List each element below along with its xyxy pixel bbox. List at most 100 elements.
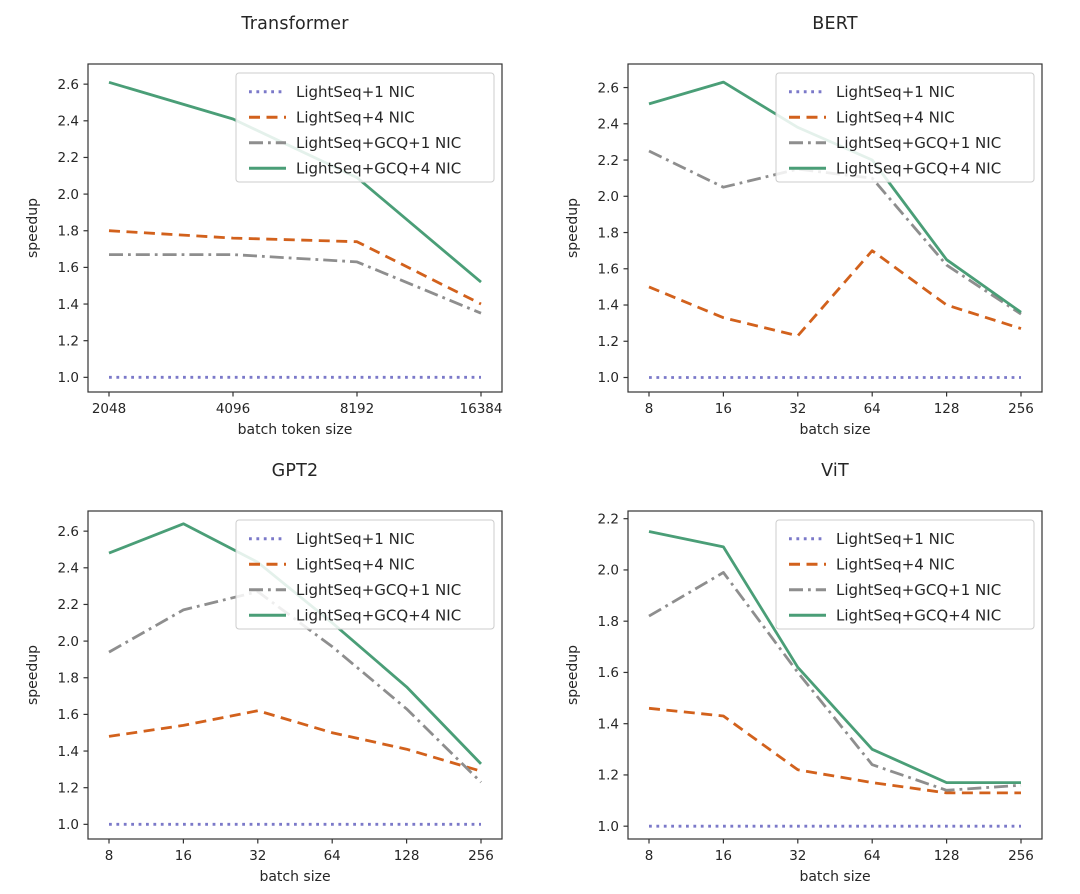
y-tick-label: 2.4	[58, 561, 79, 577]
legend-box	[775, 519, 1035, 630]
legend-label-3: LightSeq+GCQ+4 NIC	[296, 160, 461, 178]
x-axis-label: batch size	[799, 422, 870, 438]
y-axis-label: speedup	[25, 198, 41, 258]
legend-label-2: LightSeq+GCQ+1 NIC	[296, 134, 461, 152]
legend-label-0: LightSeq+1 NIC	[836, 530, 955, 548]
plot-area	[87, 510, 503, 840]
legend-label-3: LightSeq+GCQ+4 NIC	[836, 607, 1001, 625]
x-tick-label: 256	[1008, 848, 1034, 864]
legend-label-1: LightSeq+4 NIC	[836, 109, 955, 127]
y-tick-label: 1.4	[58, 297, 79, 313]
series-line-2	[109, 253, 482, 315]
y-axis-label: speedup	[25, 645, 41, 705]
x-tick-label: 8	[105, 848, 114, 864]
y-tick-label: 1.4	[598, 716, 619, 732]
chart-canvas-bert: 1.0 1.2 1.4 1.6 1.8 2.0 2.2 2.4 2.6 8 16 32 64 128 256…	[565, 63, 1043, 438]
legend-box	[775, 72, 1035, 183]
x-tick-label: 128	[394, 848, 420, 864]
series-line-1	[648, 249, 1022, 338]
chart-title-bert: BERT	[812, 14, 858, 34]
chart-panel-gpt2: GPT2 1.0 1.2 1.4 1.6 1.8 2.0 2.2 2.4 2.6 8 16 32 64 1…	[0, 447, 540, 894]
chart-canvas-gpt2: 1.0 1.2 1.4 1.6 1.8 2.0 2.2 2.4 2.6 8 16 32 64 128 256…	[25, 510, 503, 885]
y-axis-label: speedup	[565, 198, 581, 258]
legend-label-0: LightSeq+1 NIC	[296, 83, 415, 101]
y-tick-label: 1.0	[598, 819, 619, 835]
x-tick-label: 128	[934, 848, 960, 864]
y-tick-label: 1.0	[58, 817, 79, 833]
series-line-3	[648, 530, 1021, 785]
y-tick-label: 1.2	[598, 768, 619, 784]
y-tick-label: 1.6	[598, 261, 619, 277]
chart-title-vit: ViT	[821, 461, 849, 481]
chart-panel-bert: BERT 1.0 1.2 1.4 1.6 1.8 2.0 2.2 2.4 2.6 8 16 32 64 1…	[540, 0, 1080, 447]
legend: LightSeq+1 NIC LightSeq+4 NIC LightSeq+GCQ…	[775, 72, 1035, 183]
y-tick-label: 1.8	[598, 225, 619, 241]
legend-label-0: LightSeq+1 NIC	[296, 530, 415, 548]
y-tick-label: 1.0	[598, 370, 619, 386]
x-axis-label: batch size	[259, 869, 330, 885]
y-tick-label: 2.6	[58, 524, 79, 540]
chart-title-transformer: Transformer	[241, 14, 349, 34]
y-tick-label: 1.2	[58, 333, 79, 349]
legend: LightSeq+1 NIC LightSeq+4 NIC LightSeq+GCQ…	[775, 519, 1035, 630]
plot-area	[627, 510, 1043, 840]
x-tick-label: 8192	[340, 401, 374, 417]
x-axis-label: batch token size	[238, 422, 353, 438]
y-axis: 1.0 1.2 1.4 1.6 1.8 2.0 2.2 2.4 2.6	[598, 80, 628, 386]
legend-label-2: LightSeq+GCQ+1 NIC	[296, 581, 461, 599]
y-tick-label: 1.8	[598, 614, 619, 630]
x-axis: 8 16 32 64 128 256	[105, 839, 494, 864]
y-tick-label: 2.0	[598, 563, 619, 579]
x-tick-label: 16	[715, 848, 732, 864]
y-tick-label: 2.2	[58, 150, 79, 166]
x-tick-label: 32	[789, 848, 806, 864]
y-axis: 1.0 1.2 1.4 1.6 1.8 2.0 2.2	[598, 511, 628, 835]
legend-label-0: LightSeq+1 NIC	[836, 83, 955, 101]
y-tick-label: 1.4	[58, 744, 79, 760]
x-tick-label: 4096	[216, 401, 250, 417]
y-tick-label: 2.2	[598, 153, 619, 169]
legend-label-3: LightSeq+GCQ+4 NIC	[296, 607, 461, 625]
x-tick-label: 16	[715, 401, 732, 417]
x-axis: 2048 4096 8192 16384	[92, 392, 502, 417]
series-line-1	[108, 229, 482, 306]
x-tick-label: 32	[249, 848, 266, 864]
legend-label-2: LightSeq+GCQ+1 NIC	[836, 134, 1001, 152]
x-tick-label: 64	[324, 848, 341, 864]
legend-label-3: LightSeq+GCQ+4 NIC	[836, 160, 1001, 178]
legend: LightSeq+1 NIC LightSeq+4 NIC LightSeq+GCQ…	[235, 519, 495, 630]
x-tick-label: 8	[645, 401, 654, 417]
y-axis: 1.0 1.2 1.4 1.6 1.8 2.0 2.2 2.4 2.6	[58, 77, 88, 386]
y-tick-label: 2.2	[598, 511, 619, 527]
x-axis-label: batch size	[799, 869, 870, 885]
x-axis: 8 16 32 64 128 256	[645, 839, 1034, 864]
y-tick-label: 1.8	[58, 223, 79, 239]
y-tick-label: 2.0	[58, 634, 79, 650]
y-tick-label: 2.4	[58, 114, 79, 130]
y-tick-label: 2.0	[598, 189, 619, 205]
y-tick-label: 2.0	[58, 187, 79, 203]
legend-box	[235, 72, 495, 183]
legend-label-1: LightSeq+4 NIC	[836, 556, 955, 574]
x-tick-label: 128	[934, 401, 960, 417]
legend-label-2: LightSeq+GCQ+1 NIC	[836, 581, 1001, 599]
y-tick-label: 1.6	[58, 707, 79, 723]
y-tick-label: 2.4	[598, 117, 619, 133]
legend: LightSeq+1 NIC LightSeq+4 NIC LightSeq+GCQ…	[235, 72, 495, 183]
legend-label-1: LightSeq+4 NIC	[296, 556, 415, 574]
x-tick-label: 16	[175, 848, 192, 864]
y-axis-label: speedup	[565, 645, 581, 705]
chart-canvas-vit: 1.0 1.2 1.4 1.6 1.8 2.0 2.2 8 16 32 64 128 256 batch …	[565, 510, 1043, 885]
legend-box	[235, 519, 495, 630]
y-tick-label: 2.6	[58, 77, 79, 93]
y-tick-label: 1.4	[598, 298, 619, 314]
x-tick-label: 64	[864, 848, 881, 864]
chart-panel-vit: ViT 1.0 1.2 1.4 1.6 1.8 2.0 2.2 8 16 32 64 128 256 ba…	[540, 447, 1080, 894]
chart-canvas-transformer: 1.0 1.2 1.4 1.6 1.8 2.0 2.2 2.4 2.6 2048 4096 8192 1…	[25, 63, 503, 438]
y-tick-label: 1.2	[598, 334, 619, 350]
x-tick-label: 32	[789, 401, 806, 417]
series-line-1	[648, 706, 1021, 795]
y-tick-label: 2.6	[598, 80, 619, 96]
y-tick-label: 1.6	[598, 665, 619, 681]
